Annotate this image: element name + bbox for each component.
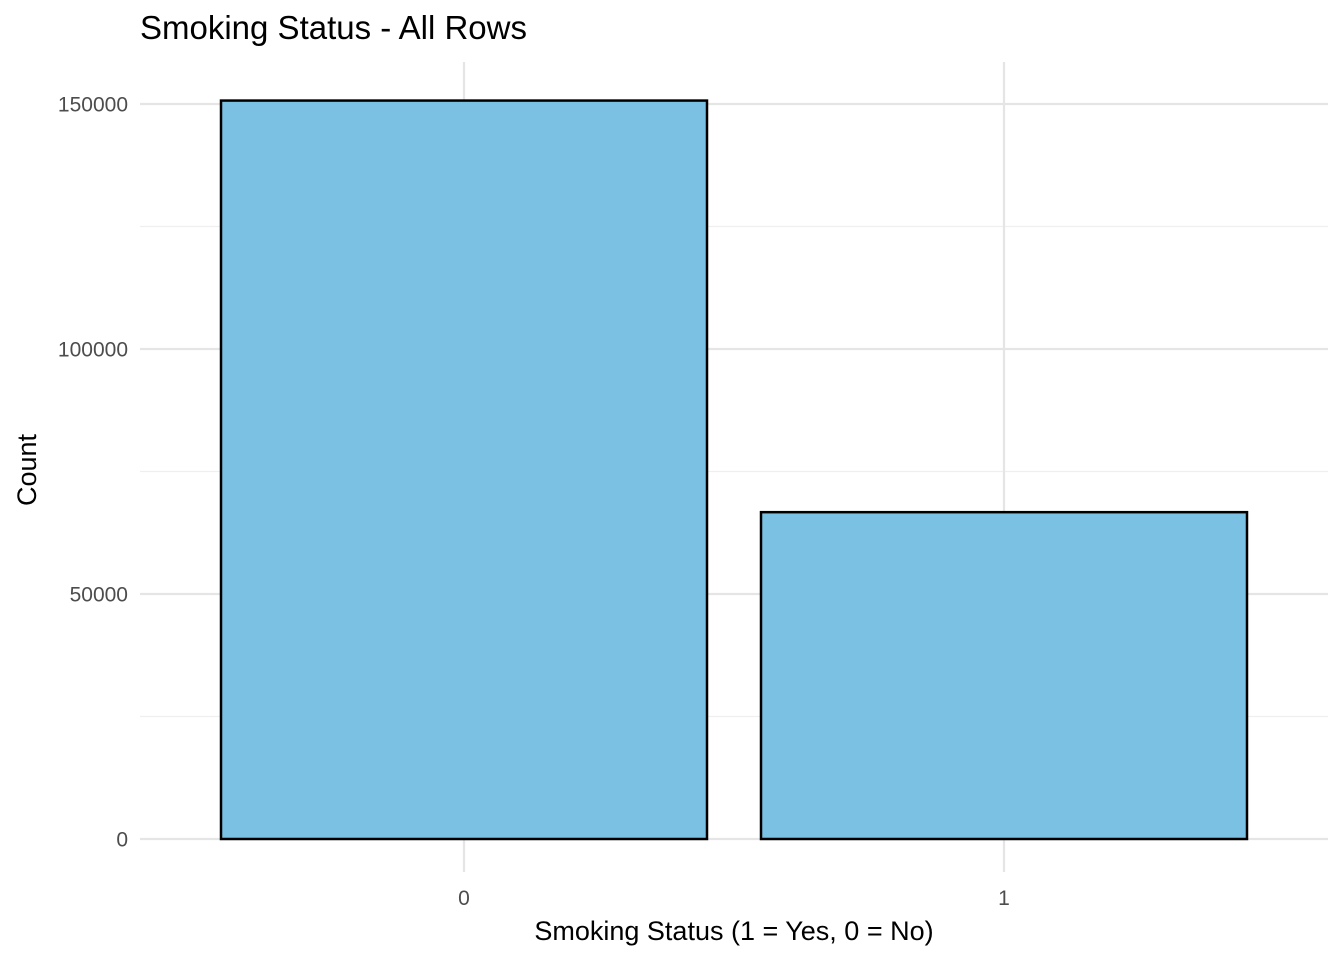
y-tick-label: 100000 [58,339,128,362]
y-tick-label: 0 [116,829,128,852]
y-tick-label: 150000 [58,94,128,117]
x-axis-title: Smoking Status (1 = Yes, 0 = No) [534,916,933,946]
bar-1 [759,510,1249,841]
bars [219,99,1249,841]
x-tick-label: 1 [998,887,1010,910]
y-axis-title: Count [12,433,42,506]
y-axis-ticks: 0 50000 100000 150000 [58,94,128,852]
bar-0 [219,99,709,841]
chart-title: Smoking Status - All Rows [140,9,527,46]
y-tick-label: 50000 [70,584,128,607]
x-tick-label: 0 [458,887,470,910]
